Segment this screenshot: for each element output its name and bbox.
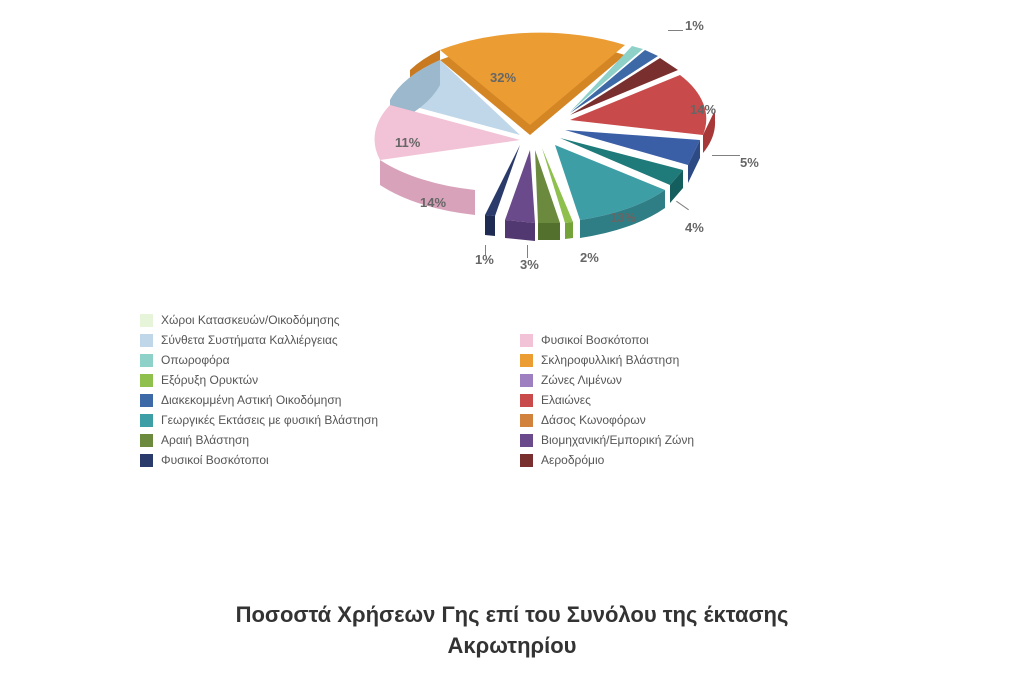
legend-swatch bbox=[140, 394, 153, 407]
legend-swatch bbox=[140, 314, 153, 327]
legend-label: Βιομηχανική/Εμπορική Ζώνη bbox=[541, 433, 694, 447]
legend-item: Δάσος Κωνοφόρων bbox=[520, 410, 860, 430]
legend-swatch bbox=[140, 454, 153, 467]
legend-item: Ζώνες Λιμένων bbox=[520, 370, 860, 390]
callout-2pct: 2% bbox=[580, 250, 599, 265]
legend-item: Οπωροφόρα bbox=[140, 350, 520, 370]
callout-line bbox=[668, 30, 683, 31]
legend-swatch bbox=[520, 354, 533, 367]
slice-olive-side bbox=[538, 223, 560, 240]
legend-swatch bbox=[140, 334, 153, 347]
pie-chart: 1% 32% 11% 14% 1% 3% 2% 13% 4% 5% 14% bbox=[320, 20, 800, 280]
legend-label: Οπωροφόρα bbox=[161, 353, 230, 367]
callout-4pct: 4% bbox=[685, 220, 704, 235]
legend: Χώροι Κατασκευών/Οικοδόμησης Σύνθετα Συστ… bbox=[140, 310, 884, 470]
legend-label: Εξόρυξη Ορυκτών bbox=[161, 373, 258, 387]
callout-11pct: 11% bbox=[395, 135, 420, 150]
slice-purple-side bbox=[505, 220, 535, 241]
pie-svg bbox=[320, 20, 800, 280]
legend-item: Αραιή Βλάστηση bbox=[140, 430, 520, 450]
legend-item: Γεωργικές Εκτάσεις με φυσική Βλάστηση bbox=[140, 410, 520, 430]
slice-purple bbox=[505, 150, 535, 223]
legend-item: Σκληροφυλλική Βλάστηση bbox=[520, 350, 860, 370]
legend-swatch bbox=[520, 414, 533, 427]
legend-label: Σύνθετα Συστήματα Καλλιέργειας bbox=[161, 333, 338, 347]
legend-label: Αεροδρόμιο bbox=[541, 453, 604, 467]
legend-item: Αεροδρόμιο bbox=[520, 450, 860, 470]
callout-5pct: 5% bbox=[740, 155, 759, 170]
slice-darkblue-thin-side bbox=[485, 215, 495, 236]
callout-line bbox=[527, 245, 528, 258]
legend-label: Γεωργικές Εκτάσεις με φυσική Βλάστηση bbox=[161, 413, 378, 427]
chart-container: 1% 32% 11% 14% 1% 3% 2% 13% 4% 5% 14% Χώ… bbox=[140, 0, 884, 460]
callout-line bbox=[712, 155, 740, 156]
legend-item: Εξόρυξη Ορυκτών bbox=[140, 370, 520, 390]
legend-item: Διακεκομμένη Αστική Οικοδόμηση bbox=[140, 390, 520, 410]
legend-item: Ελαιώνες bbox=[520, 390, 860, 410]
chart-title: Ποσοστά Χρήσεων Γης επί του Συνόλου της … bbox=[0, 600, 1024, 662]
legend-swatch bbox=[520, 434, 533, 447]
slice-lightgreen-side bbox=[565, 222, 573, 239]
legend-swatch bbox=[520, 394, 533, 407]
callout-3pct: 3% bbox=[520, 257, 539, 272]
callout-line bbox=[485, 245, 486, 255]
legend-swatch bbox=[140, 374, 153, 387]
legend-swatch bbox=[140, 434, 153, 447]
legend-label: Φυσικοί Βοσκότοποι bbox=[541, 333, 649, 347]
legend-label: Ζώνες Λιμένων bbox=[541, 373, 622, 387]
legend-swatch bbox=[140, 414, 153, 427]
legend-swatch bbox=[140, 354, 153, 367]
legend-item: Σύνθετα Συστήματα Καλλιέργειας bbox=[140, 330, 520, 350]
legend-swatch bbox=[520, 334, 533, 347]
legend-label: Ελαιώνες bbox=[541, 393, 591, 407]
callout-1pct-top: 1% bbox=[685, 18, 704, 33]
legend-label: Φυσικοί Βοσκότοποι bbox=[161, 453, 269, 467]
legend-item: Φυσικοί Βοσκότοποι bbox=[140, 450, 520, 470]
legend-swatch bbox=[520, 454, 533, 467]
legend-item: Βιομηχανική/Εμπορική Ζώνη bbox=[520, 430, 860, 450]
callout-14pct-red: 14% bbox=[690, 102, 716, 117]
legend-label: Δάσος Κωνοφόρων bbox=[541, 413, 646, 427]
legend-label: Χώροι Κατασκευών/Οικοδόμησης bbox=[161, 313, 340, 327]
callout-32pct: 32% bbox=[490, 70, 516, 85]
legend-label: Αραιή Βλάστηση bbox=[161, 433, 249, 447]
callout-14pct-pink: 14% bbox=[420, 195, 446, 210]
title-line-2: Ακρωτηρίου bbox=[0, 631, 1024, 662]
legend-item: Χώροι Κατασκευών/Οικοδόμησης bbox=[140, 310, 520, 330]
legend-label: Σκληροφυλλική Βλάστηση bbox=[541, 353, 679, 367]
title-line-1: Ποσοστά Χρήσεων Γης επί του Συνόλου της … bbox=[0, 600, 1024, 631]
legend-swatch bbox=[520, 374, 533, 387]
legend-item: Φυσικοί Βοσκότοποι bbox=[520, 330, 860, 350]
callout-13pct: 13% bbox=[610, 210, 636, 225]
legend-label: Διακεκομμένη Αστική Οικοδόμηση bbox=[161, 393, 341, 407]
